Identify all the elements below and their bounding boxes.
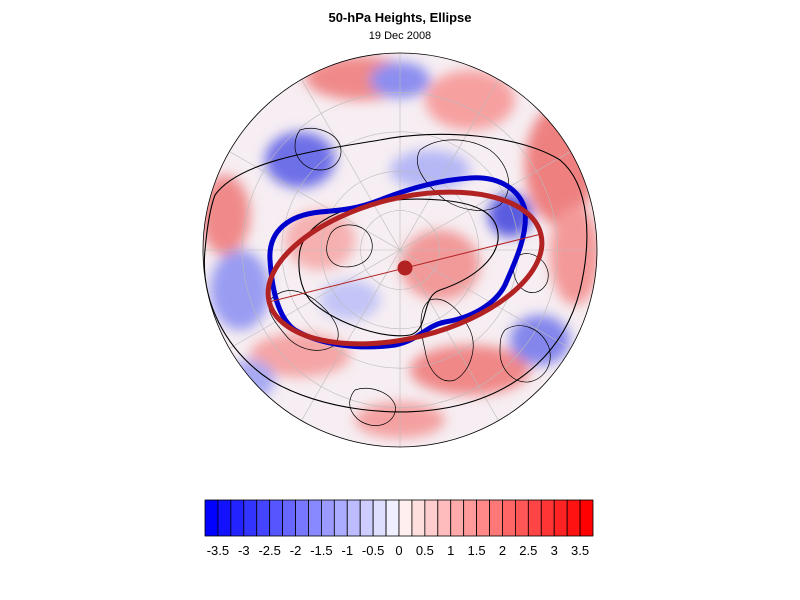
colorbar-swatch	[217, 499, 232, 537]
colorbar-tick-label: 0.5	[416, 543, 434, 558]
colorbar-swatch	[295, 499, 309, 537]
colorbar-tick-label: 1	[447, 543, 454, 558]
ellipse-center-marker	[397, 260, 413, 276]
colorbar-tick-label: 0	[395, 543, 402, 558]
colorbar-swatch	[540, 499, 555, 537]
colorbar-swatch	[489, 499, 503, 537]
colorbar-swatch	[359, 499, 374, 537]
meridian-line	[399, 249, 571, 349]
colorbar-swatch	[333, 499, 348, 537]
colorbar-swatch	[476, 499, 490, 537]
colorbar-swatch	[502, 499, 516, 537]
colorbar-tick-label: 2	[499, 543, 506, 558]
colorbar-tick-label: -3.5	[207, 543, 229, 558]
colorbar-swatch	[398, 499, 413, 537]
colorbar-tick-label: 1.5	[468, 543, 486, 558]
colorbar-tick-label: -2.5	[258, 543, 280, 558]
plot-title: 50-hPa Heights, Ellipse	[328, 10, 472, 25]
colorbar-swatch	[204, 499, 219, 537]
colorbar-swatch	[269, 499, 283, 537]
colorbar-swatch	[515, 499, 529, 537]
meridian-line	[399, 151, 571, 251]
colorbar-swatch	[256, 499, 271, 537]
height-contours	[203, 133, 588, 413]
colorbar-swatch	[346, 499, 361, 537]
meridian-line	[229, 249, 401, 349]
colorbar-swatch	[282, 499, 296, 537]
meridian-line	[399, 249, 499, 421]
colorbar-swatch	[411, 499, 426, 537]
colorbar-swatch	[566, 499, 581, 537]
colorbar-tick-label: -1.5	[310, 543, 332, 558]
colorbar-swatch	[437, 499, 452, 537]
colorbar-swatch	[450, 499, 465, 537]
colorbar-swatch	[372, 499, 387, 537]
colorbar-swatch	[463, 499, 477, 537]
colorbar-swatch	[579, 499, 594, 537]
colorbar-tick-label: -2	[290, 543, 302, 558]
colorbar-tick-label: 3	[551, 543, 558, 558]
plot-date: 19 Dec 2008	[368, 30, 432, 42]
colorbar-swatch	[230, 499, 245, 537]
meridian-line	[301, 79, 401, 251]
colorbar-swatch	[320, 499, 335, 537]
colorbar-swatch	[527, 499, 542, 537]
anomaly-field	[203, 53, 597, 447]
colorbar-swatch	[385, 499, 400, 537]
colorbar-tick-label: -1	[341, 543, 353, 558]
meridian-line	[399, 79, 499, 251]
globe-outline	[202, 52, 598, 448]
graticule	[203, 53, 597, 447]
colorbar-swatch	[308, 499, 322, 537]
colorbar-swatch	[243, 499, 258, 537]
meridian-line	[301, 249, 401, 421]
colorbar-tick-label: -3	[238, 543, 250, 558]
colorbar-tick-label: 2.5	[519, 543, 537, 558]
meridian-line	[229, 151, 401, 251]
colorbar-swatch	[553, 499, 568, 537]
colorbar-tick-label: -0.5	[362, 543, 384, 558]
colorbar-tick-label: 3.5	[571, 543, 589, 558]
colorbar-swatch	[424, 499, 439, 537]
